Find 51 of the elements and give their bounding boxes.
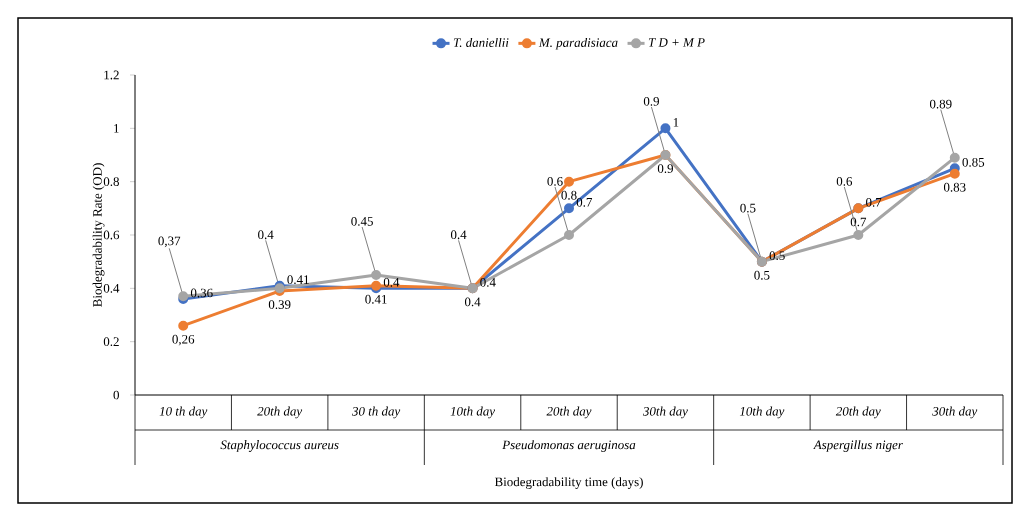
data-label: 0.7 (576, 197, 593, 207)
data-label: 0.7 (866, 197, 882, 207)
x-tick-label: 10th day (450, 406, 496, 419)
y-axis-title: Biodegradability Rate (OD) (92, 163, 105, 307)
data-label: 0.4 (383, 277, 400, 287)
data-label: 0.89 (929, 99, 952, 109)
data-label: 0.6 (836, 177, 853, 186)
text: Pseudomonas aeruginosa (502, 440, 636, 452)
y-tick-label: 1.2 (104, 70, 119, 80)
data-label: 0.4 (258, 230, 274, 240)
x-axis-title: Biodegradability time (days) (494, 477, 643, 489)
data-label: 0.4 (480, 277, 496, 287)
y-tick-label: 0.6 (103, 230, 120, 240)
data-label: 0.83 (943, 182, 966, 192)
data-label: 0.39 (268, 300, 291, 309)
x-tick-label: 20th day (835, 406, 881, 419)
legend-label: T D + M P (648, 38, 705, 47)
data-label: 0.5 (754, 270, 770, 280)
data-label: 0.9 (643, 97, 659, 106)
legend-label: M. paradisiaca (538, 37, 618, 50)
x-tick-label: 10 th day (159, 406, 208, 419)
data-label: 0.5 (740, 203, 756, 213)
y-tick-label: 0 (113, 390, 119, 400)
data-label: 0.41 (365, 294, 387, 304)
x-tick-label: 30th day (932, 406, 978, 419)
y-tick-label: 1 (114, 124, 119, 133)
data-label: 0.41 (287, 275, 309, 285)
y-tick-label: 0.4 (103, 283, 120, 293)
legend-label: T. daniellii (453, 37, 509, 48)
data-label: 0.36 (190, 288, 213, 298)
data-label: 0.4 (450, 230, 467, 240)
x-tick-label: 30 th day (352, 406, 401, 419)
x-tick-label: 20th day (257, 406, 303, 419)
data-label: 0.8 (561, 190, 577, 200)
data-label: 1 (673, 118, 679, 127)
data-label: 0.4 (464, 297, 481, 307)
x-tick-label: 30th day (642, 406, 688, 419)
y-tick-label: 0.2 (103, 337, 119, 347)
x-tick-label: 20th day (546, 406, 592, 419)
text: Staphylococcus aureus (220, 440, 339, 452)
data-label: 0.7 (850, 217, 867, 227)
x-tick-label: 10th day (739, 406, 785, 419)
y-tick-label: 0.8 (103, 177, 119, 187)
data-label: 0.6 (547, 177, 563, 186)
data-label: 0.5 (769, 251, 785, 261)
data-label: 0.45 (351, 217, 373, 226)
data-label: 0,26 (172, 334, 195, 346)
data-label: 0.85 (962, 157, 985, 167)
data-label: 0,37 (158, 236, 181, 248)
text: Aspergillus niger (813, 440, 903, 452)
data-label: 0.9 (657, 164, 673, 173)
